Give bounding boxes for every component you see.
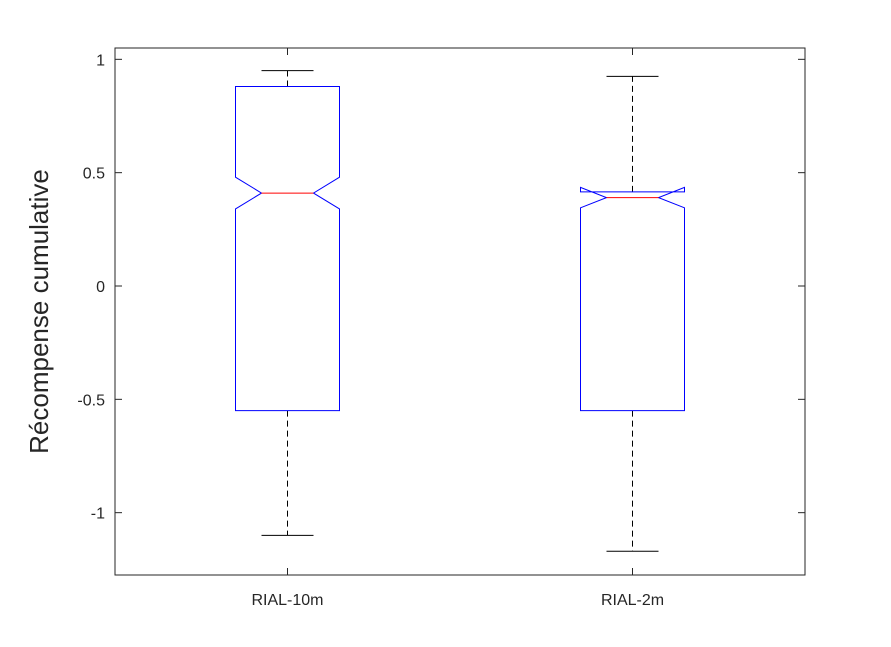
plot-area-frame (114, 47, 806, 576)
y-tick-label: 0 (96, 279, 105, 296)
y-tick-label: 1 (96, 52, 105, 69)
notched-box (580, 186, 685, 412)
y-axis-label: Récompense cumulative (24, 169, 54, 454)
x-tick-label: RIAL-2m (601, 592, 664, 609)
notched-box (235, 86, 340, 412)
y-tick-label: 0.5 (83, 166, 105, 183)
axis-ticks: -1 -0.5 0 0.5 1 RIAL-10m RIAL-2m (77, 48, 805, 609)
y-tick-label: -1 (91, 506, 105, 523)
box-group (235, 70, 685, 552)
x-tick-label: RIAL-10m (251, 592, 323, 609)
y-tick-label: -0.5 (77, 392, 105, 409)
